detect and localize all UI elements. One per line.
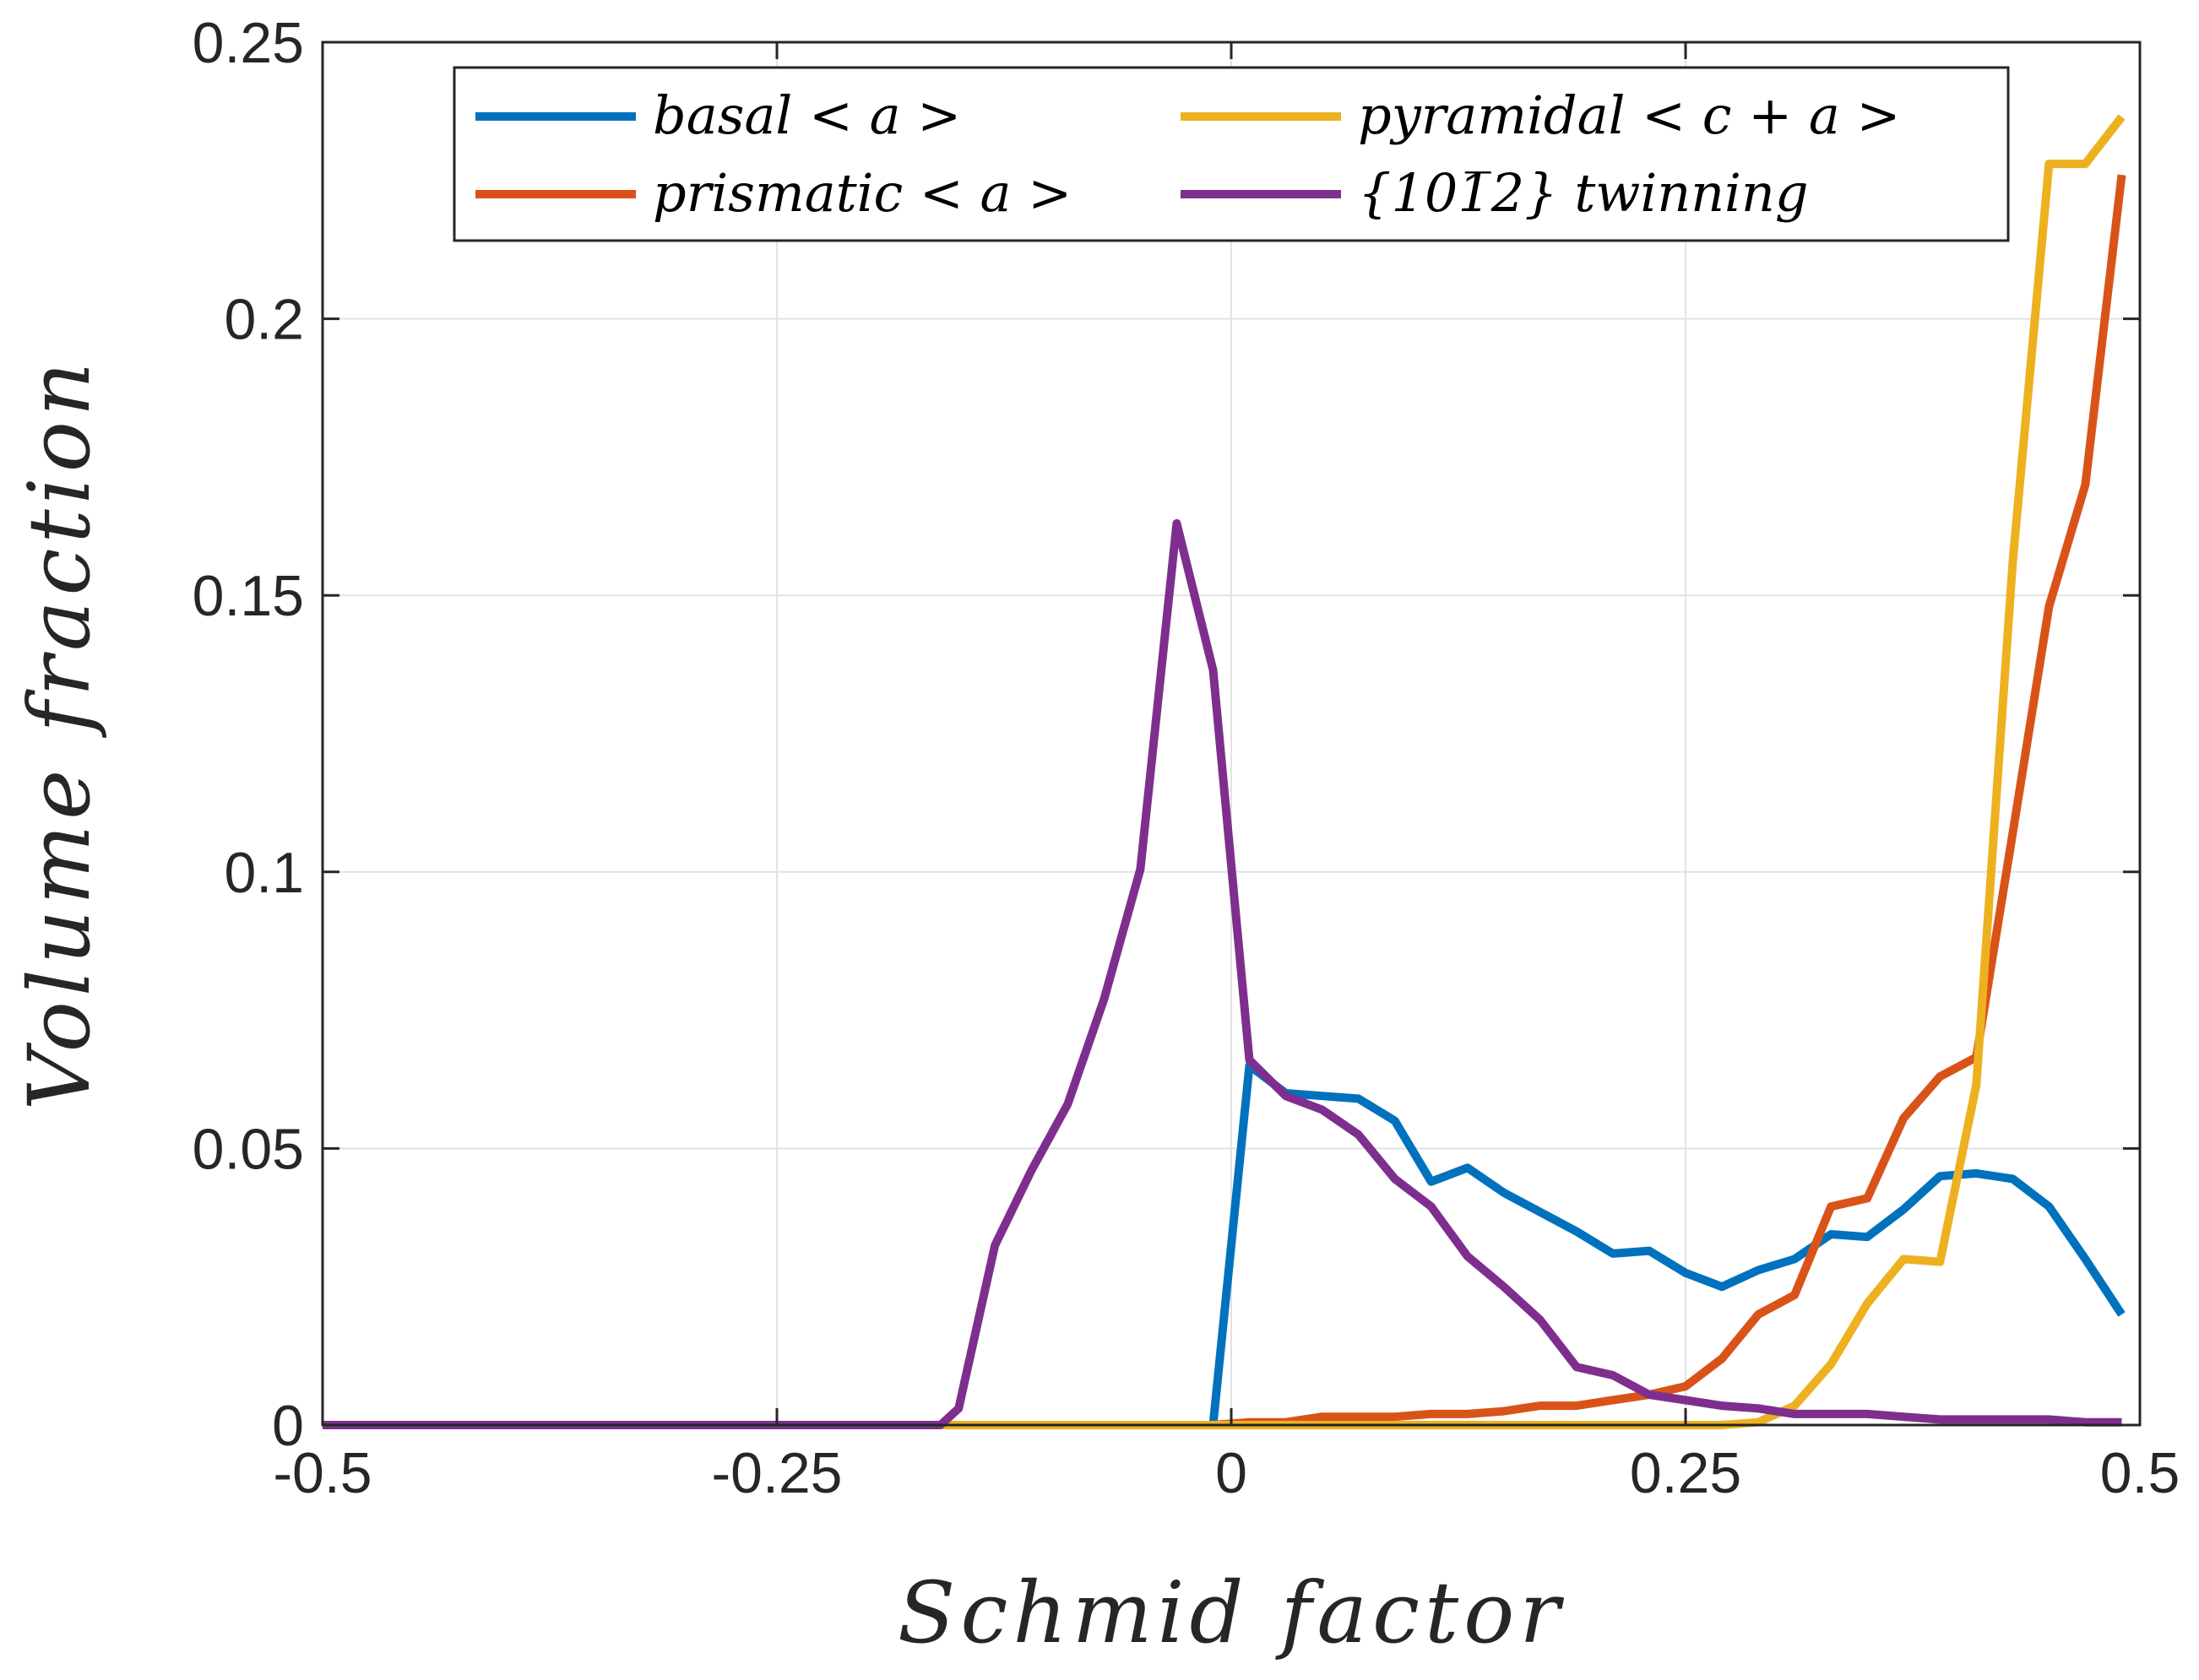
- legend-entry: {101̅2} twinning: [1181, 162, 1809, 224]
- x-tick-label: 0.25: [1630, 1441, 1741, 1505]
- legend-label: basal < a >: [653, 84, 961, 146]
- y-tick-label: 0.05: [193, 1117, 304, 1181]
- axis-ticks: [321, 41, 2142, 1427]
- x-tick-label: -0.25: [712, 1441, 843, 1505]
- y-tick-label: 0.2: [224, 288, 304, 352]
- y-tick-label: 0.25: [193, 11, 304, 75]
- x-tick-label: 0: [1215, 1441, 1247, 1505]
- x-axis-title: Schmid factor: [898, 1563, 1565, 1662]
- y-tick-label: 0.1: [224, 841, 304, 905]
- legend-entry: pyramidal < c + a >: [1181, 84, 1901, 146]
- legend-label: pyramidal < c + a >: [1358, 84, 1901, 146]
- legend-label: {101̅2} twinning: [1358, 162, 1809, 224]
- y-axis-title: Volume fraction: [10, 357, 109, 1111]
- x-tick-label: -0.5: [273, 1441, 372, 1505]
- x-tick-labels: -0.5 -0.25 0 0.25 0.5: [273, 1441, 2180, 1505]
- legend-label: prismatic < a >: [653, 162, 1072, 224]
- y-tick-labels: 0 0.05 0.1 0.15 0.2 0.25: [193, 11, 304, 1458]
- y-tick-label: 0.15: [193, 564, 304, 628]
- legend-entries: basal < a > pyramidal < c + a > prismatic …: [475, 84, 1901, 224]
- x-tick-label: 0.5: [2100, 1441, 2180, 1505]
- legend-entry: basal < a >: [475, 84, 961, 146]
- legend-box: [453, 66, 2010, 242]
- y-tick-label: 0: [272, 1394, 304, 1458]
- legend: basal < a > pyramidal < c + a > prismatic …: [453, 66, 2010, 242]
- legend-entry: prismatic < a >: [475, 162, 1072, 224]
